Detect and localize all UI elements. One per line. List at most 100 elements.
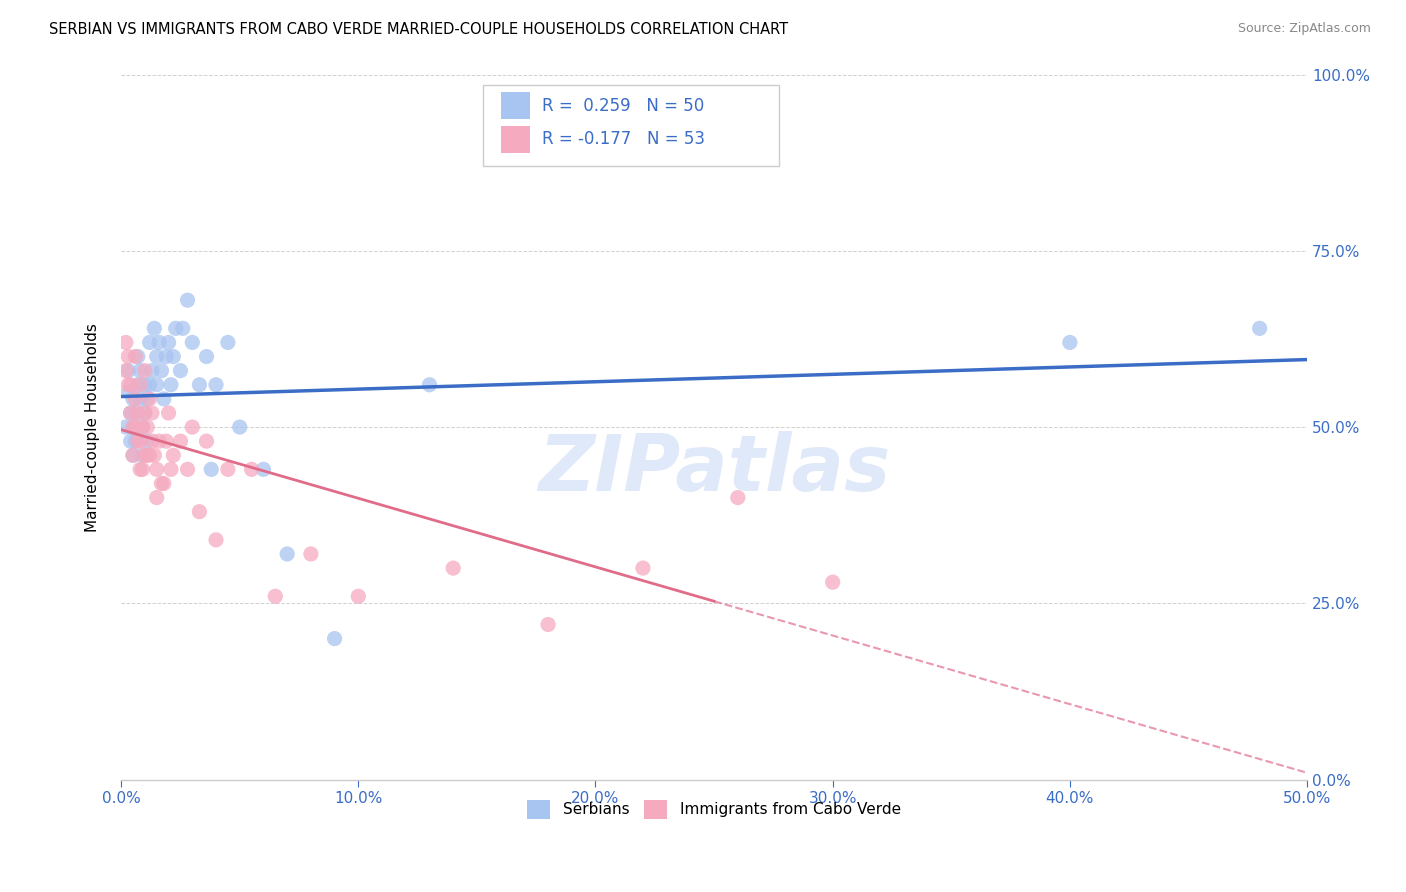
Point xyxy=(240,462,263,476)
Point xyxy=(169,364,191,378)
Point xyxy=(129,392,152,406)
Point xyxy=(165,321,187,335)
Point xyxy=(150,364,173,378)
Point xyxy=(122,448,145,462)
Point xyxy=(264,589,287,603)
Point xyxy=(441,561,464,575)
Point xyxy=(117,384,139,399)
Point xyxy=(217,462,239,476)
Point xyxy=(1249,321,1271,335)
Point xyxy=(200,462,222,476)
Point xyxy=(136,448,159,462)
Point xyxy=(188,377,211,392)
FancyBboxPatch shape xyxy=(501,92,530,119)
Point xyxy=(129,462,152,476)
Point xyxy=(138,392,160,406)
Point xyxy=(122,420,145,434)
Point xyxy=(155,350,177,364)
Point xyxy=(631,561,654,575)
Point xyxy=(323,632,346,646)
Point xyxy=(188,505,211,519)
Text: Source: ZipAtlas.com: Source: ZipAtlas.com xyxy=(1237,22,1371,36)
Point xyxy=(134,448,156,462)
Point xyxy=(195,434,218,449)
Point xyxy=(127,350,149,364)
Point xyxy=(145,377,167,392)
Point xyxy=(145,462,167,476)
Point xyxy=(120,434,142,449)
Text: SERBIAN VS IMMIGRANTS FROM CABO VERDE MARRIED-COUPLE HOUSEHOLDS CORRELATION CHAR: SERBIAN VS IMMIGRANTS FROM CABO VERDE MA… xyxy=(49,22,789,37)
Point xyxy=(115,364,138,378)
Point xyxy=(124,406,146,420)
Point xyxy=(122,448,145,462)
Point xyxy=(136,420,159,434)
Point xyxy=(134,377,156,392)
Point xyxy=(205,377,228,392)
Point xyxy=(131,420,153,434)
Point xyxy=(155,434,177,449)
Y-axis label: Married-couple Households: Married-couple Households xyxy=(86,323,100,532)
Point xyxy=(131,462,153,476)
Point xyxy=(120,406,142,420)
Point xyxy=(131,448,153,462)
Point xyxy=(124,392,146,406)
Point xyxy=(195,350,218,364)
Point xyxy=(157,406,180,420)
Text: R =  0.259   N = 50: R = 0.259 N = 50 xyxy=(543,96,704,114)
Point xyxy=(141,434,163,449)
Point xyxy=(138,448,160,462)
Point xyxy=(134,364,156,378)
Point xyxy=(134,406,156,420)
Point xyxy=(131,420,153,434)
Point xyxy=(276,547,298,561)
Point xyxy=(537,617,560,632)
Point xyxy=(129,377,152,392)
Text: R = -0.177   N = 53: R = -0.177 N = 53 xyxy=(543,130,706,148)
Point xyxy=(176,462,198,476)
Point xyxy=(141,406,163,420)
Point xyxy=(136,434,159,449)
Point xyxy=(129,364,152,378)
Point xyxy=(122,420,145,434)
Point xyxy=(217,335,239,350)
Point xyxy=(157,335,180,350)
Point xyxy=(117,364,139,378)
Point xyxy=(229,420,252,434)
Point xyxy=(145,350,167,364)
Legend: Serbians, Immigrants from Cabo Verde: Serbians, Immigrants from Cabo Verde xyxy=(522,794,907,825)
Point xyxy=(162,448,184,462)
Point xyxy=(138,335,160,350)
Point xyxy=(134,406,156,420)
Point xyxy=(181,420,204,434)
Point xyxy=(143,321,166,335)
Point xyxy=(141,364,163,378)
Point xyxy=(1059,335,1081,350)
Point xyxy=(347,589,370,603)
Point xyxy=(169,434,191,449)
Point xyxy=(172,321,194,335)
Point xyxy=(162,350,184,364)
Point xyxy=(127,377,149,392)
Text: ZIPatlas: ZIPatlas xyxy=(538,432,890,508)
Point xyxy=(153,392,176,406)
Point xyxy=(122,392,145,406)
Point xyxy=(160,377,183,392)
Point xyxy=(127,434,149,449)
Point xyxy=(117,350,139,364)
Point xyxy=(160,462,183,476)
Point xyxy=(115,420,138,434)
Point xyxy=(181,335,204,350)
Point xyxy=(148,434,170,449)
Point xyxy=(120,377,142,392)
Point xyxy=(418,377,440,392)
Point xyxy=(143,448,166,462)
Point xyxy=(148,335,170,350)
Point xyxy=(299,547,322,561)
Point xyxy=(129,434,152,449)
Point xyxy=(127,406,149,420)
Point xyxy=(176,293,198,307)
Point xyxy=(124,434,146,449)
FancyBboxPatch shape xyxy=(501,126,530,153)
Point xyxy=(145,491,167,505)
Point xyxy=(252,462,274,476)
